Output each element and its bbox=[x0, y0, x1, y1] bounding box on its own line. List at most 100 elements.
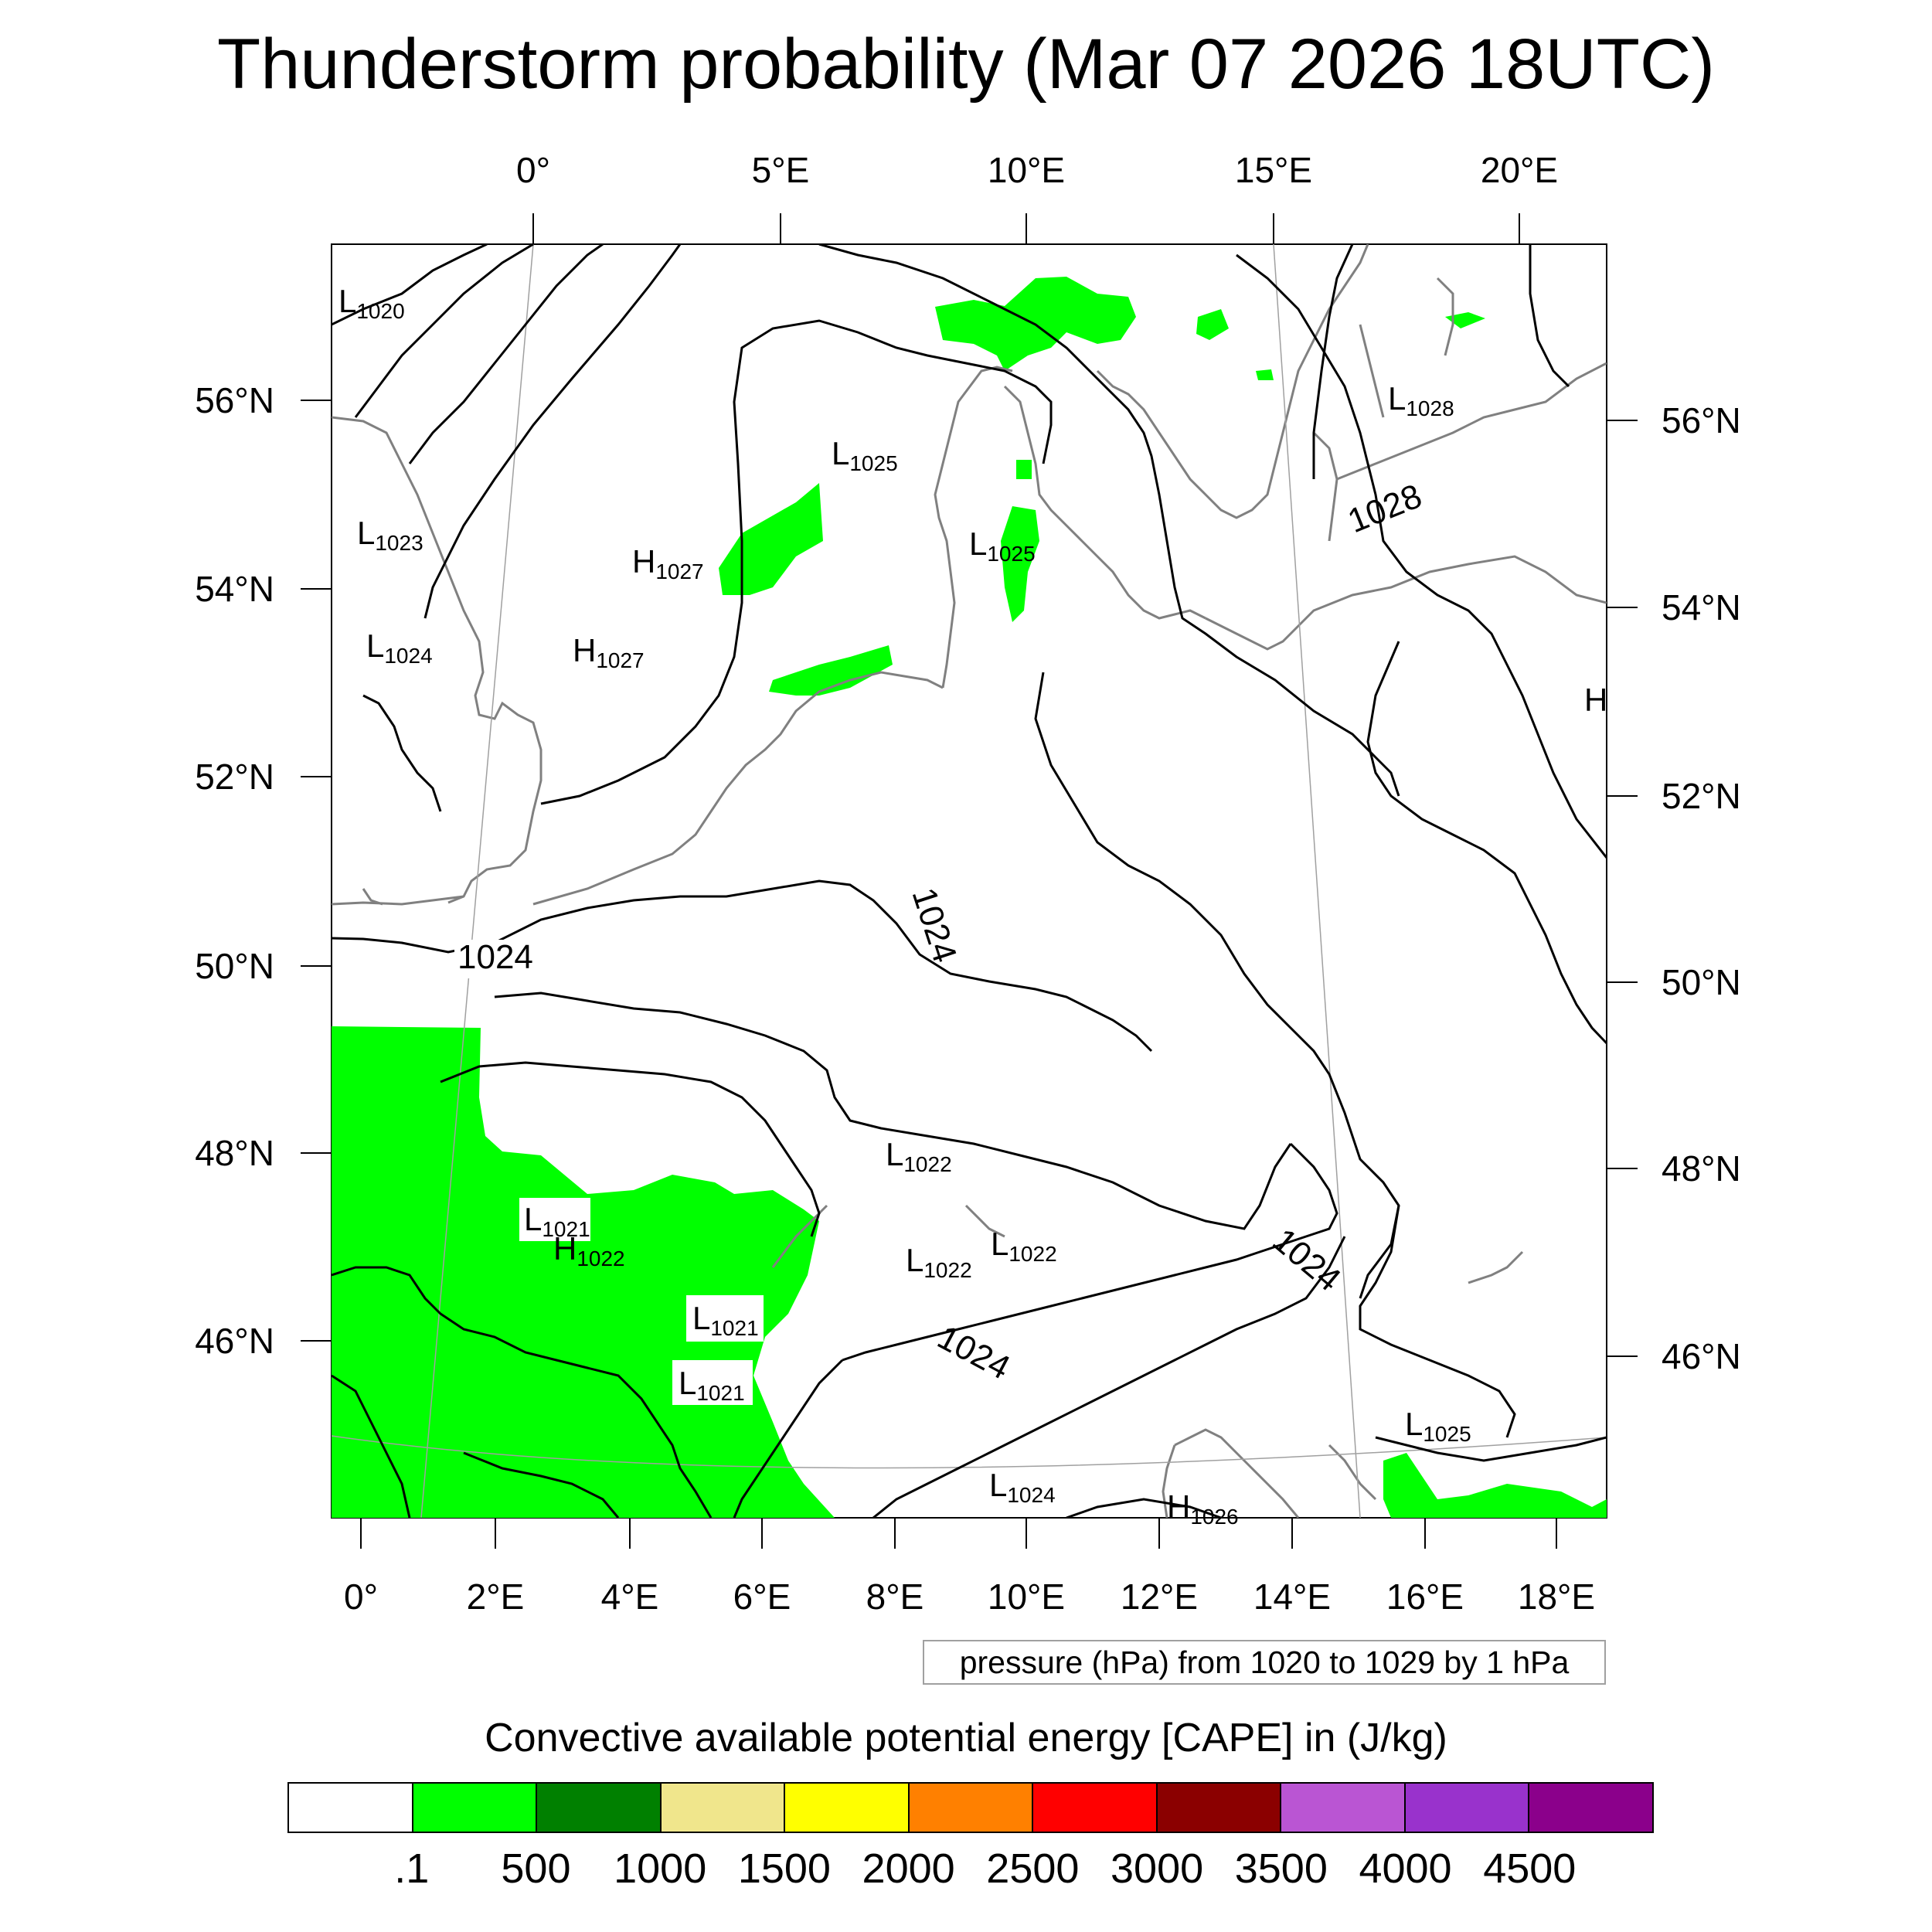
pressure-center-label: L1022 bbox=[906, 1242, 972, 1282]
bottom-tick-label: 14°E bbox=[1253, 1577, 1331, 1617]
colorbar-swatch bbox=[537, 1784, 662, 1832]
bottom-tick-label: 2°E bbox=[467, 1577, 525, 1617]
right-axis-labels: 56°N 54°N 52°N 50°N 48°N 46°N bbox=[1662, 400, 1741, 1376]
pressure-center-label: L1022 bbox=[886, 1136, 952, 1176]
right-tick-label: 46°N bbox=[1662, 1336, 1741, 1376]
cape-area-north-sea-2 bbox=[769, 645, 893, 696]
cape-area-jutland bbox=[1016, 460, 1032, 479]
colorbar-swatch bbox=[1157, 1784, 1282, 1832]
isobar-central-high bbox=[540, 319, 1053, 805]
colorbar-label: 500 bbox=[501, 1845, 571, 1892]
colorbar-label: 4000 bbox=[1359, 1845, 1452, 1892]
graticule bbox=[332, 244, 1607, 1518]
top-tick-label: 0° bbox=[516, 150, 550, 190]
pressure-center-label: L1024 bbox=[989, 1467, 1056, 1507]
pressure-center-label: L1025 bbox=[969, 526, 1036, 566]
colorbar-title: Convective available potential energy [C… bbox=[485, 1716, 1447, 1760]
bottom-tick-label: 16°E bbox=[1386, 1577, 1464, 1617]
cape-area-southwest-3 bbox=[510, 1360, 696, 1453]
left-tick-label: 46°N bbox=[195, 1321, 274, 1361]
pressure-center-label: L1025 bbox=[1405, 1406, 1471, 1446]
colorbar-swatch bbox=[1281, 1784, 1406, 1832]
colorbar-label: 1000 bbox=[614, 1845, 707, 1892]
isobar-3 bbox=[408, 244, 604, 464]
cape-area-southeast bbox=[1383, 1453, 1607, 1518]
isobar-east-2 bbox=[1529, 244, 1570, 388]
isobar-east-1 bbox=[1312, 244, 1354, 479]
cape-area-sweden-1 bbox=[1196, 309, 1229, 340]
colorbar bbox=[287, 1782, 1654, 1833]
isobar-2 bbox=[354, 244, 534, 418]
pressure-center-label: H1026 bbox=[1167, 1488, 1239, 1529]
isobar-south-2 bbox=[842, 1142, 1338, 1362]
isobar-se-2 bbox=[1066, 1498, 1222, 1518]
right-tick-label: 48°N bbox=[1662, 1148, 1741, 1189]
bottom-tick-label: 18°E bbox=[1518, 1577, 1595, 1617]
isobars bbox=[332, 244, 1607, 1518]
cape-area-denmark bbox=[1001, 506, 1039, 622]
tick-marks bbox=[301, 213, 1638, 1549]
colorbar-label: 4500 bbox=[1483, 1845, 1577, 1892]
isobar-east-3 bbox=[1366, 641, 1607, 1045]
contour-label: 1024 bbox=[457, 938, 533, 976]
pressure-center-label: L1021 bbox=[524, 1201, 590, 1241]
pressure-center-label: H1022 bbox=[553, 1230, 625, 1270]
colorbar-swatch bbox=[909, 1784, 1034, 1832]
top-tick-label: 5°E bbox=[752, 150, 810, 190]
bottom-tick-label: 0° bbox=[344, 1577, 378, 1617]
coastlines bbox=[332, 244, 1607, 1518]
pressure-centers: L1020 L1023 L1024 H1027 H1027 L1025 L102… bbox=[338, 283, 1607, 1529]
isobar-south-5 bbox=[872, 1236, 1346, 1518]
isobar-south-4 bbox=[733, 1359, 844, 1518]
cape-area-southwest-2 bbox=[332, 1252, 556, 1518]
chart-title: Thunderstorm probability (Mar 07 2026 18… bbox=[217, 25, 1715, 104]
top-tick-label: 10°E bbox=[988, 150, 1065, 190]
bottom-tick-label: 4°E bbox=[601, 1577, 659, 1617]
left-tick-label: 56°N bbox=[195, 380, 274, 420]
left-tick-label: 50°N bbox=[195, 946, 274, 986]
pressure-center-label: L1021 bbox=[692, 1300, 759, 1340]
colorbar-swatch bbox=[1529, 1784, 1653, 1832]
isobar-4 bbox=[423, 244, 682, 619]
bottom-axis-labels: 0° 2°E 4°E 6°E 8°E 10°E 12°E 14°E 16°E 1… bbox=[344, 1577, 1595, 1617]
left-axis-labels: 56°N 54°N 52°N 50°N 48°N 46°N bbox=[195, 380, 274, 1361]
bottom-tick-label: 6°E bbox=[733, 1577, 791, 1617]
isobar-central-2 bbox=[1034, 672, 1400, 1299]
colorbar-swatch bbox=[289, 1784, 413, 1832]
colorbar-swatch bbox=[1405, 1784, 1530, 1832]
right-tick-label: 54°N bbox=[1662, 587, 1741, 628]
isobar-southwest-2 bbox=[332, 1374, 411, 1518]
pressure-center-label: L1025 bbox=[832, 435, 898, 475]
colorbar-label: 3000 bbox=[1111, 1845, 1204, 1892]
colorbar-label: 1500 bbox=[737, 1845, 831, 1892]
isobar-1 bbox=[332, 244, 488, 326]
colorbar-swatch bbox=[661, 1784, 786, 1832]
isobar-southwest-3 bbox=[463, 1451, 620, 1518]
isobar-south-3 bbox=[1359, 1205, 1516, 1438]
right-tick-label: 52°N bbox=[1662, 776, 1741, 816]
pressure-center-label: H1027 bbox=[573, 632, 645, 672]
right-tick-label: 50°N bbox=[1662, 962, 1741, 1002]
pressure-center-label: L1020 bbox=[338, 283, 405, 323]
colorbar-label: 3500 bbox=[1234, 1845, 1328, 1892]
colorbar-label: 2000 bbox=[862, 1845, 955, 1892]
isobar-southwest-1 bbox=[332, 1266, 713, 1518]
isobar-south-1 bbox=[440, 1061, 821, 1237]
top-axis-labels: 0° 5°E 10°E 15°E 20°E bbox=[516, 150, 1558, 190]
pressure-center-label: L1022 bbox=[991, 1226, 1057, 1266]
colorbar-label: .1 bbox=[394, 1845, 430, 1892]
isobar-north-sea bbox=[818, 244, 1400, 797]
left-tick-label: 54°N bbox=[195, 569, 274, 609]
colorbar-label: 2500 bbox=[986, 1845, 1080, 1892]
left-tick-label: 48°N bbox=[195, 1133, 274, 1173]
cape-area-sweden-2 bbox=[1256, 369, 1274, 380]
pressure-center-label: H bbox=[1584, 682, 1607, 718]
pressure-note: pressure (hPa) from 1020 to 1029 by 1 hP… bbox=[923, 1640, 1606, 1685]
colorbar-swatch bbox=[785, 1784, 910, 1832]
pressure-center-label: L1021 bbox=[679, 1365, 745, 1405]
cape-area-baltic bbox=[1445, 312, 1485, 328]
pressure-center-label: H1027 bbox=[632, 543, 704, 583]
isobar-5 bbox=[362, 694, 442, 812]
isobar-south-central bbox=[494, 992, 1292, 1230]
